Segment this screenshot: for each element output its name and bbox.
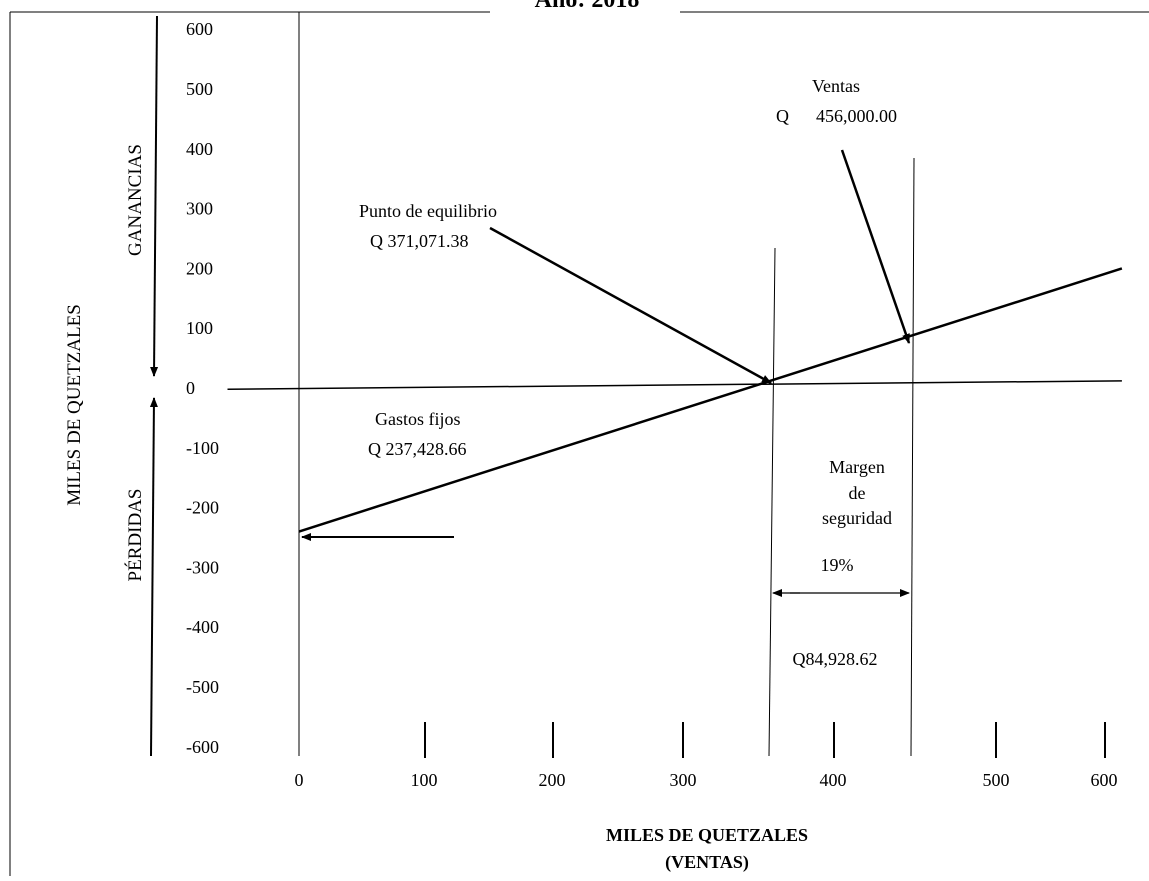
equilibrio-arrow xyxy=(489,226,772,385)
y-tick-label: -500 xyxy=(186,677,219,697)
x-tick-label: 0 xyxy=(295,770,304,790)
margen-pct: 19% xyxy=(821,555,854,575)
ventas-arrow xyxy=(840,149,911,344)
y-tick-labels: 600 500 400 300 200 100 0 -100 -200 -300 -400 -500 -… xyxy=(186,19,219,757)
perdidas-arrow xyxy=(149,397,158,757)
x-tick-label: 500 xyxy=(983,770,1010,790)
ventas-vline xyxy=(910,157,915,757)
x-tick-label: 400 xyxy=(820,770,847,790)
y-axis-title: MILES DE QUETZALES xyxy=(64,304,85,506)
margen-line2: de xyxy=(849,483,866,503)
gastos-value: Q 237,428.66 xyxy=(368,439,467,459)
zero-baseline xyxy=(227,380,1122,390)
series-lines xyxy=(227,267,1123,533)
equilibrio-vline xyxy=(768,247,776,757)
x-axis-title-line1: MILES DE QUETZALES xyxy=(606,825,808,845)
x-tick-label: 300 xyxy=(670,770,697,790)
gastos-label: Gastos fijos xyxy=(375,409,461,429)
margen-line1: Margen xyxy=(829,457,885,477)
y-tick-label: 0 xyxy=(186,378,195,398)
y-tick-label: 600 xyxy=(186,19,213,39)
ganancias-label: GANANCIAS xyxy=(125,144,146,256)
y-tick-label: -200 xyxy=(186,498,219,518)
margen-line3: seguridad xyxy=(822,508,892,528)
y-tick-label: -600 xyxy=(186,737,219,757)
ventas-value: Q 456,000.00 xyxy=(776,106,897,126)
x-tick-labels: 0 100 200 300 400 500 600 xyxy=(295,722,1118,790)
equilibrio-label: Punto de equilibrio xyxy=(359,201,497,221)
y-tick-label: -100 xyxy=(186,438,219,458)
x-tick-label: 100 xyxy=(411,770,438,790)
equilibrio-value: Q 371,071.38 xyxy=(370,231,469,251)
total-line xyxy=(298,267,1123,533)
x-tick-label: 200 xyxy=(539,770,566,790)
y-tick-label: 300 xyxy=(186,199,213,219)
y-tick-label: 100 xyxy=(186,318,213,338)
y-tick-label: -400 xyxy=(186,617,219,637)
x-axis-title-line2: (VENTAS) xyxy=(665,852,749,873)
x-tick-label: 600 xyxy=(1091,770,1118,790)
y-tick-label: -300 xyxy=(186,557,219,577)
chart-title: Año: 2018 xyxy=(535,0,640,13)
ventas-label: Ventas xyxy=(812,76,860,96)
y-tick-label: 200 xyxy=(186,258,213,278)
ganancias-arrow xyxy=(150,15,159,377)
margen-value: Q84,928.62 xyxy=(793,649,878,669)
perdidas-label: PÉRDIDAS xyxy=(124,489,146,582)
y-tick-label: 400 xyxy=(186,139,213,159)
y-tick-label: 500 xyxy=(186,79,213,99)
